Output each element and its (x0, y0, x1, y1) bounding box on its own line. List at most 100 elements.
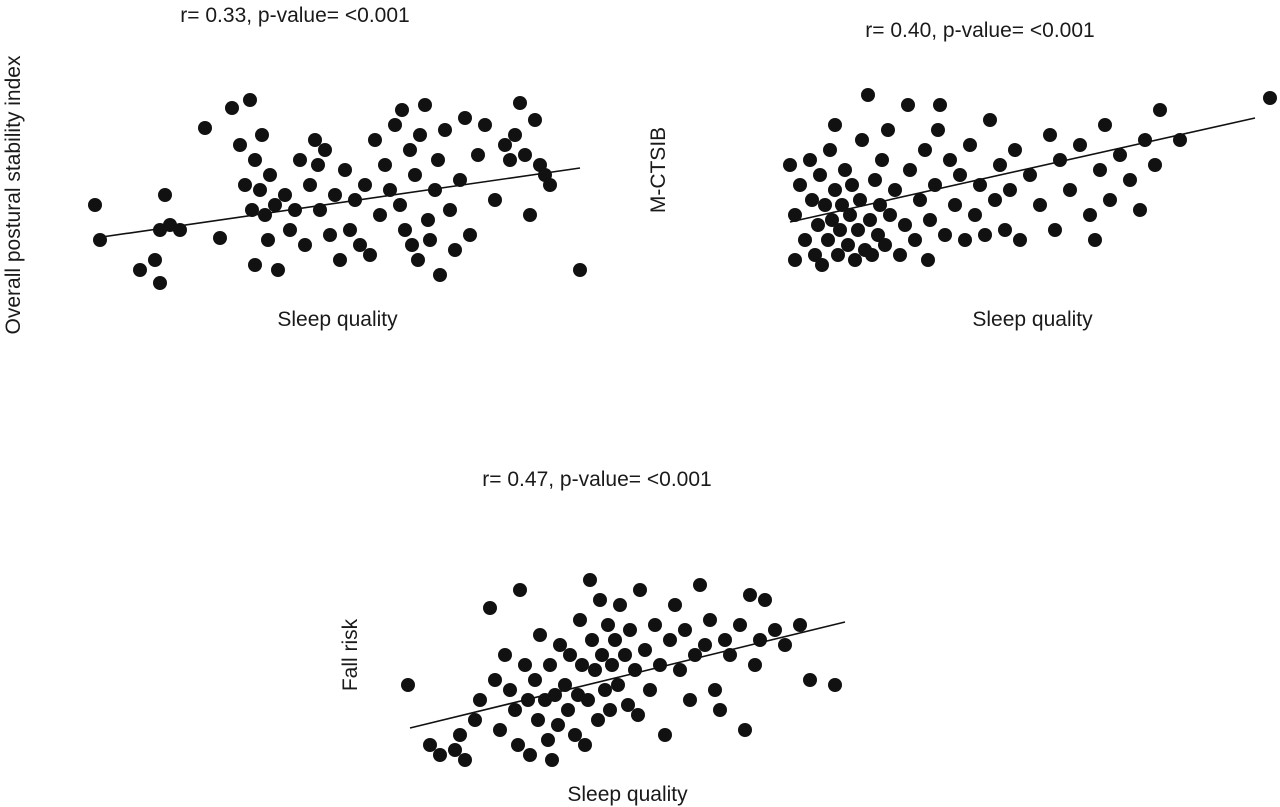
data-point (988, 193, 1002, 207)
data-point (758, 593, 772, 607)
data-point (343, 223, 357, 237)
data-point (1093, 163, 1107, 177)
data-point (601, 618, 615, 632)
data-point (358, 178, 372, 192)
data-point (793, 178, 807, 192)
data-point (338, 163, 352, 177)
data-point (653, 658, 667, 672)
data-point (633, 583, 647, 597)
data-point (313, 203, 327, 217)
data-point (318, 143, 332, 157)
data-point (611, 678, 625, 692)
data-point (828, 678, 842, 692)
data-point (613, 598, 627, 612)
data-point (733, 618, 747, 632)
data-point (453, 173, 467, 187)
data-point (688, 648, 702, 662)
data-point (888, 183, 902, 197)
data-point (903, 163, 917, 177)
data-point (308, 133, 322, 147)
data-point (478, 118, 492, 132)
data-point (853, 193, 867, 207)
data-point (88, 198, 102, 212)
x-axis-label-fall-risk: Sleep quality (567, 783, 688, 806)
data-point (288, 203, 302, 217)
data-point (878, 238, 892, 252)
data-point (813, 168, 827, 182)
data-point (643, 683, 657, 697)
data-point (373, 208, 387, 222)
chart-title-opsi: r= 0.33, p-value= <0.001 (180, 4, 410, 27)
data-point (493, 723, 507, 737)
data-point (323, 228, 337, 242)
data-point (311, 158, 325, 172)
data-point (638, 643, 652, 657)
y-axis-label-opsi: Overall postural stability index (2, 55, 25, 335)
data-point (1103, 193, 1117, 207)
data-point (353, 238, 367, 252)
data-point (698, 638, 712, 652)
data-point (153, 276, 167, 290)
data-point (328, 188, 342, 202)
data-point (983, 113, 997, 127)
data-point (908, 233, 922, 247)
data-point (438, 123, 452, 137)
data-point (938, 228, 952, 242)
data-point (545, 753, 559, 767)
data-point (233, 138, 247, 152)
data-point (738, 723, 752, 737)
data-point (133, 263, 147, 277)
data-point (978, 228, 992, 242)
scatter-plot-fall-risk (400, 570, 855, 770)
data-point (1133, 203, 1147, 217)
data-point (873, 198, 887, 212)
data-point (503, 683, 517, 697)
data-point (583, 573, 597, 587)
data-point (918, 143, 932, 157)
data-point (453, 728, 467, 742)
data-point (998, 223, 1012, 237)
data-point (1063, 183, 1077, 197)
data-point (248, 258, 262, 272)
data-point (933, 98, 947, 112)
data-point (541, 733, 555, 747)
data-point (803, 153, 817, 167)
data-point (828, 118, 842, 132)
data-point (513, 96, 527, 110)
data-point (298, 238, 312, 252)
data-point (473, 693, 487, 707)
data-point (148, 253, 162, 267)
data-point (368, 133, 382, 147)
data-point (423, 233, 437, 247)
chart-title-mctsib: r= 0.40, p-value= <0.001 (865, 19, 1095, 42)
data-point (263, 168, 277, 182)
data-point (893, 248, 907, 262)
data-point (875, 153, 889, 167)
data-point (518, 148, 532, 162)
data-point (953, 168, 967, 182)
scatter-canvas-fall-risk (401, 573, 846, 767)
data-point (923, 213, 937, 227)
data-point (518, 658, 532, 672)
data-point (508, 128, 522, 142)
data-point (815, 258, 829, 272)
data-point (523, 208, 537, 222)
data-point (498, 138, 512, 152)
data-point (561, 703, 575, 717)
data-point (788, 208, 802, 222)
data-point (498, 648, 512, 662)
data-point (471, 148, 485, 162)
data-point (901, 98, 915, 112)
data-point (158, 188, 172, 202)
data-point (258, 208, 272, 222)
data-point (881, 123, 895, 137)
data-point (528, 113, 542, 127)
data-point (631, 708, 645, 722)
data-point (718, 633, 732, 647)
data-point (863, 213, 877, 227)
data-point (581, 693, 595, 707)
data-point (851, 223, 865, 237)
data-point (778, 638, 792, 652)
data-point (993, 158, 1007, 172)
data-point (1083, 208, 1097, 222)
